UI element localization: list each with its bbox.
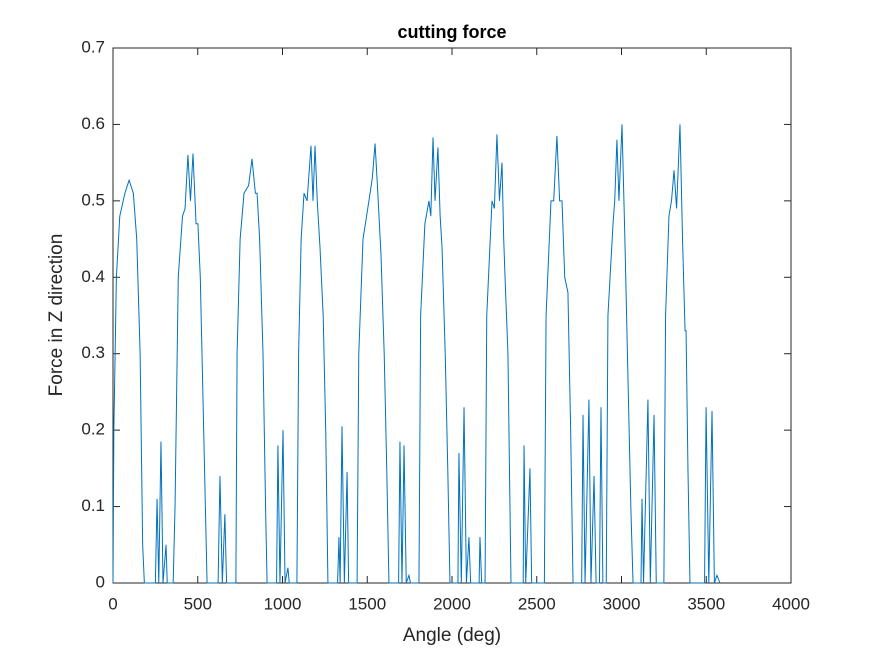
plot-area bbox=[112, 47, 792, 584]
y-axis-label: Force in Z direction bbox=[46, 234, 67, 397]
x-tick-label: 3000 bbox=[603, 594, 641, 613]
y-tick-label: 0.4 bbox=[81, 267, 105, 286]
x-axis-label: Angle (deg) bbox=[403, 625, 501, 646]
x-tick-label: 0 bbox=[108, 594, 117, 613]
chart-title: cutting force bbox=[397, 22, 506, 42]
data-line bbox=[112, 124, 721, 584]
x-tick-label: 4000 bbox=[772, 594, 810, 613]
x-tick-label: 1500 bbox=[348, 594, 386, 613]
x-tick-label: 500 bbox=[184, 594, 212, 613]
y-tick-label: 0.6 bbox=[81, 114, 105, 133]
y-tick-label: 0.1 bbox=[81, 496, 105, 515]
x-tick-label: 2000 bbox=[433, 594, 471, 613]
y-tick-label: 0.2 bbox=[81, 420, 105, 439]
y-tick-label: 0 bbox=[96, 572, 105, 591]
y-tick-label: 0.7 bbox=[81, 37, 105, 56]
x-tick-label: 1000 bbox=[264, 594, 302, 613]
y-tick-label: 0.3 bbox=[81, 343, 105, 362]
y-tick-label: 0.5 bbox=[81, 190, 105, 209]
x-tick-label: 3500 bbox=[687, 594, 725, 613]
x-tick-label: 2500 bbox=[518, 594, 556, 613]
